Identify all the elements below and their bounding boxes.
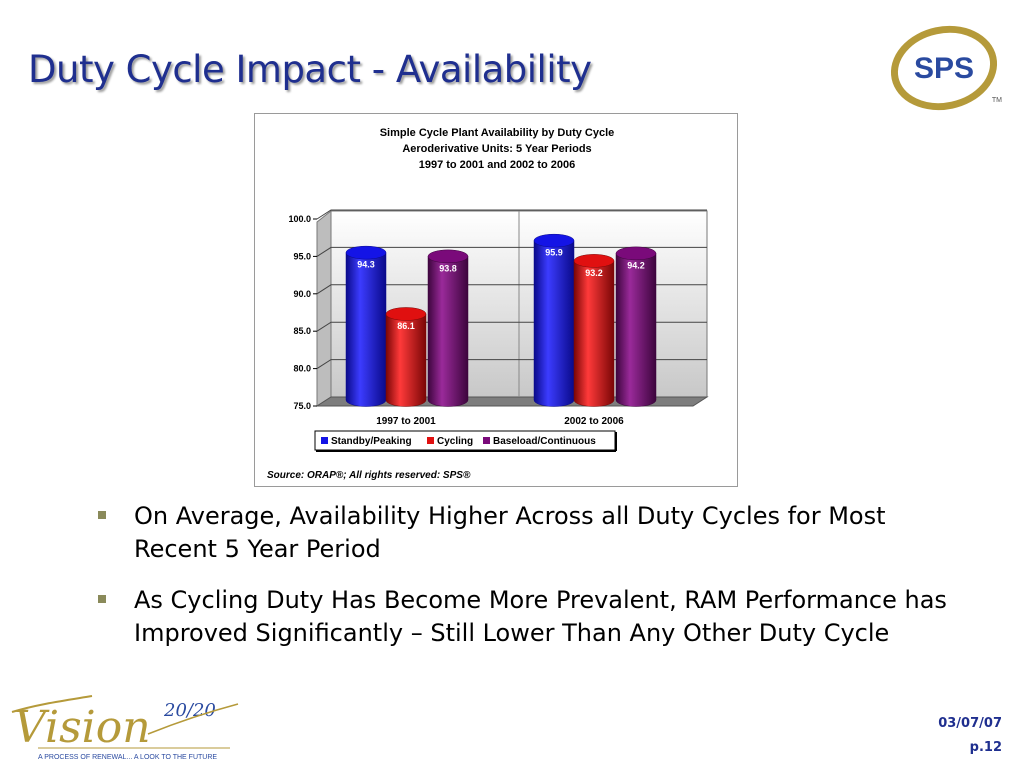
bar-value-label: 94.3: [357, 260, 375, 270]
bar-standby-peaking-2-top: [533, 233, 575, 248]
sps-logo-text: SPS: [914, 52, 974, 85]
chart-title-line-2: Aeroderivative Units: 5 Year Periods: [402, 143, 591, 155]
bar-cycling-2-top: [573, 254, 615, 268]
x-tick-label: 1997 to 2001: [376, 416, 436, 427]
sps-logo: SPS TM: [890, 25, 1002, 111]
bar-value-label: 86.1: [397, 321, 415, 331]
bar-baseload-continuous-2: [615, 253, 657, 407]
bullet-square-icon: [98, 511, 106, 519]
slide-date: 03/07/07: [938, 716, 1002, 731]
bullet-item: On Average, Availability Higher Across a…: [96, 500, 956, 566]
grid-line: [316, 209, 707, 220]
bar-value-label: 93.8: [439, 263, 457, 273]
slide-title: Duty Cycle Impact - Availability: [28, 48, 592, 91]
legend-swatch-standby: [321, 437, 328, 444]
bar-baseload-continuous-1: [427, 256, 469, 407]
x-tick-label: 2002 to 2006: [564, 416, 624, 427]
legend-swatch-baseload: [483, 437, 490, 444]
legend-swatch-cycling: [427, 437, 434, 444]
y-tick-label: 100.0: [288, 214, 311, 224]
bullet-text: As Cycling Duty Has Become More Prevalen…: [134, 586, 947, 647]
legend-label-standby: Standby/Peaking: [331, 436, 412, 447]
chart-source: Source: ORAP®; All rights reserved: SPS®: [267, 470, 471, 481]
bar-value-label: 95.9: [545, 248, 563, 258]
chart-title-line-1: Simple Cycle Plant Availability by Duty …: [380, 127, 615, 139]
bar-baseload-continuous-1-top: [427, 249, 469, 264]
bullet-list: On Average, Availability Higher Across a…: [96, 500, 956, 668]
y-tick-label: 80.0: [293, 364, 311, 374]
bullet-text: On Average, Availability Higher Across a…: [134, 502, 886, 563]
chart-legend: Standby/Peaking Cycling Baseload/Continu…: [314, 430, 617, 452]
bar-value-label: 94.2: [627, 260, 645, 270]
page-number: p.12: [969, 740, 1002, 755]
bars: 94.3 86.1 93.8 95.9 93.2 94.2: [345, 233, 657, 407]
chart-frame: Simple Cycle Plant Availability by Duty …: [254, 113, 738, 487]
bar-standby-peaking-1: [345, 252, 387, 407]
bar-standby-peaking-1-top: [345, 245, 387, 260]
y-tick-label: 95.0: [293, 251, 311, 261]
vision-logo-tagline: A PROCESS OF RENEWAL... A LOOK TO THE FU…: [38, 754, 217, 761]
bar-baseload-continuous-2-top: [615, 246, 657, 261]
bullet-square-icon: [98, 595, 106, 603]
vision-logo-text: Vision: [14, 702, 151, 753]
y-tick-labels: 100.0 95.0 90.0 85.0 80.0 75.0: [288, 214, 317, 411]
legend-label-cycling: Cycling: [437, 436, 473, 447]
legend-label-baseload: Baseload/Continuous: [493, 436, 596, 447]
bar-standby-peaking-2: [533, 240, 575, 407]
bar-value-label: 93.2: [585, 268, 603, 278]
chart-side-wall: [316, 209, 332, 407]
y-tick-label: 75.0: [293, 401, 311, 411]
vision-logo-year: 20/20: [163, 700, 216, 721]
bar-cycling-2: [573, 260, 615, 407]
grid-line: [316, 246, 707, 257]
y-tick-label: 90.0: [293, 289, 311, 299]
bar-cycling-1: [385, 313, 427, 407]
bar-cycling-1-top: [385, 307, 427, 321]
y-tick-label: 85.0: [293, 326, 311, 336]
chart-title-line-3: 1997 to 2001 and 2002 to 2006: [419, 159, 576, 171]
sps-logo-tm: TM: [992, 97, 1002, 104]
bullet-item: As Cycling Duty Has Become More Prevalen…: [96, 584, 956, 650]
availability-chart: Simple Cycle Plant Availability by Duty …: [267, 127, 709, 481]
vision-2020-logo: Vision 20/20 A PROCESS OF RENEWAL... A L…: [11, 695, 239, 761]
x-tick-labels: 1997 to 2001 2002 to 2006: [376, 416, 624, 427]
